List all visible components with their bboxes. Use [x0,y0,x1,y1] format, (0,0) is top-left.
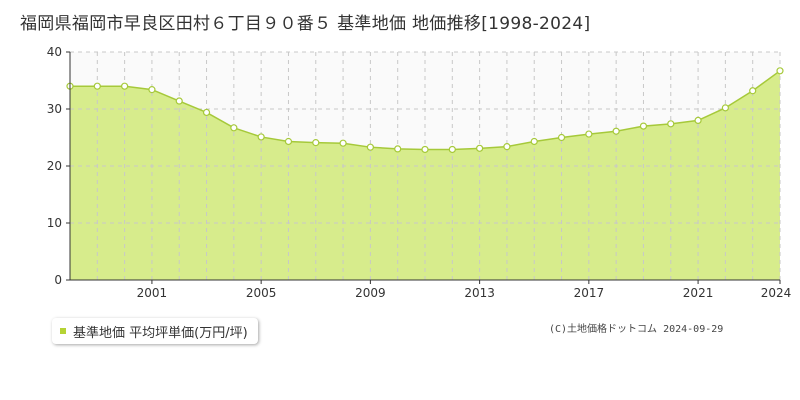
data-point [284,137,293,146]
data-point [530,137,538,146]
x-tick-label: 2001 [137,286,168,300]
x-tick-label: 2024 [761,286,792,300]
y-tick-label: 0 [54,273,62,287]
y-tick-label: 20 [47,159,62,173]
legend-label: 基準地価 平均坪単価(万円/坪) [73,325,248,341]
data-point [93,82,101,90]
data-point [257,133,265,141]
data-point [448,145,456,154]
data-point [202,108,211,117]
data-point [230,124,238,132]
legend-swatch-icon [60,328,66,334]
y-tick-label: 30 [47,102,62,116]
x-tick-label: 2017 [574,286,605,300]
data-point [585,130,593,138]
data-point [339,139,347,147]
chart-title: 福岡県福岡市早良区田村６丁目９０番５ 基準地価 地価推移[1998-2024] [20,14,591,34]
data-point [476,144,484,152]
data-point [421,145,429,154]
copyright-text: (C)土地価格ドットコム 2024-09-29 [549,324,724,335]
data-point [394,145,402,153]
legend: 基準地価 平均坪単価(万円/坪) [52,318,258,344]
data-point [366,143,374,151]
data-point [721,104,729,112]
data-point [148,86,156,94]
data-point [175,97,183,105]
data-point [694,116,702,125]
x-tick-label: 2021 [683,286,714,300]
data-point [639,122,648,130]
x-tick-label: 2013 [464,286,495,300]
data-point [612,127,620,135]
x-tick-label: 2009 [355,286,386,300]
data-point [749,87,757,95]
data-point [776,67,784,75]
data-point [557,133,566,142]
y-tick-label: 10 [47,216,62,230]
data-point [503,143,511,151]
x-tick-label: 2005 [246,286,277,300]
data-point [121,82,129,90]
data-point [312,139,320,147]
y-tick-label: 40 [47,45,62,59]
data-point [667,120,675,128]
